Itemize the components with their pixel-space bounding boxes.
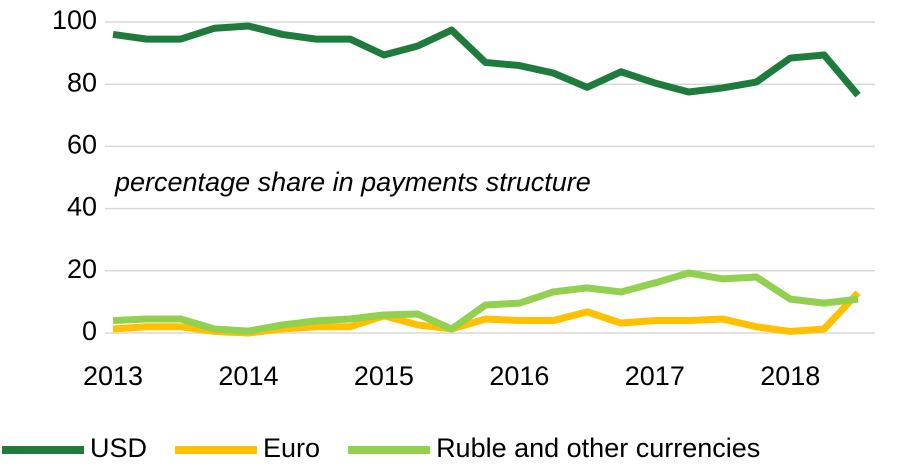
line-series: [112, 269, 859, 335]
x-tick-label: 2017: [625, 361, 685, 391]
x-tick-label: 2018: [760, 361, 820, 391]
x-tick-label: 2013: [83, 361, 143, 391]
y-tick-label: 0: [82, 316, 97, 346]
x-tick-label: 2015: [354, 361, 414, 391]
line-series: [112, 22, 861, 98]
legend-label: Euro: [263, 433, 320, 463]
x-tick-label: 2014: [218, 361, 278, 391]
y-tick-label: 40: [67, 192, 97, 222]
legend-label: Ruble and other currencies: [436, 433, 760, 463]
y-tick-label: 60: [67, 130, 97, 160]
y-tick-label: 100: [52, 5, 97, 35]
x-tick-label: 2016: [489, 361, 549, 391]
y-tick-label: 20: [67, 254, 97, 284]
legend-label: USD: [90, 433, 147, 463]
annotation: percentage share in payments structure: [114, 167, 591, 197]
y-tick-label: 80: [67, 67, 97, 97]
